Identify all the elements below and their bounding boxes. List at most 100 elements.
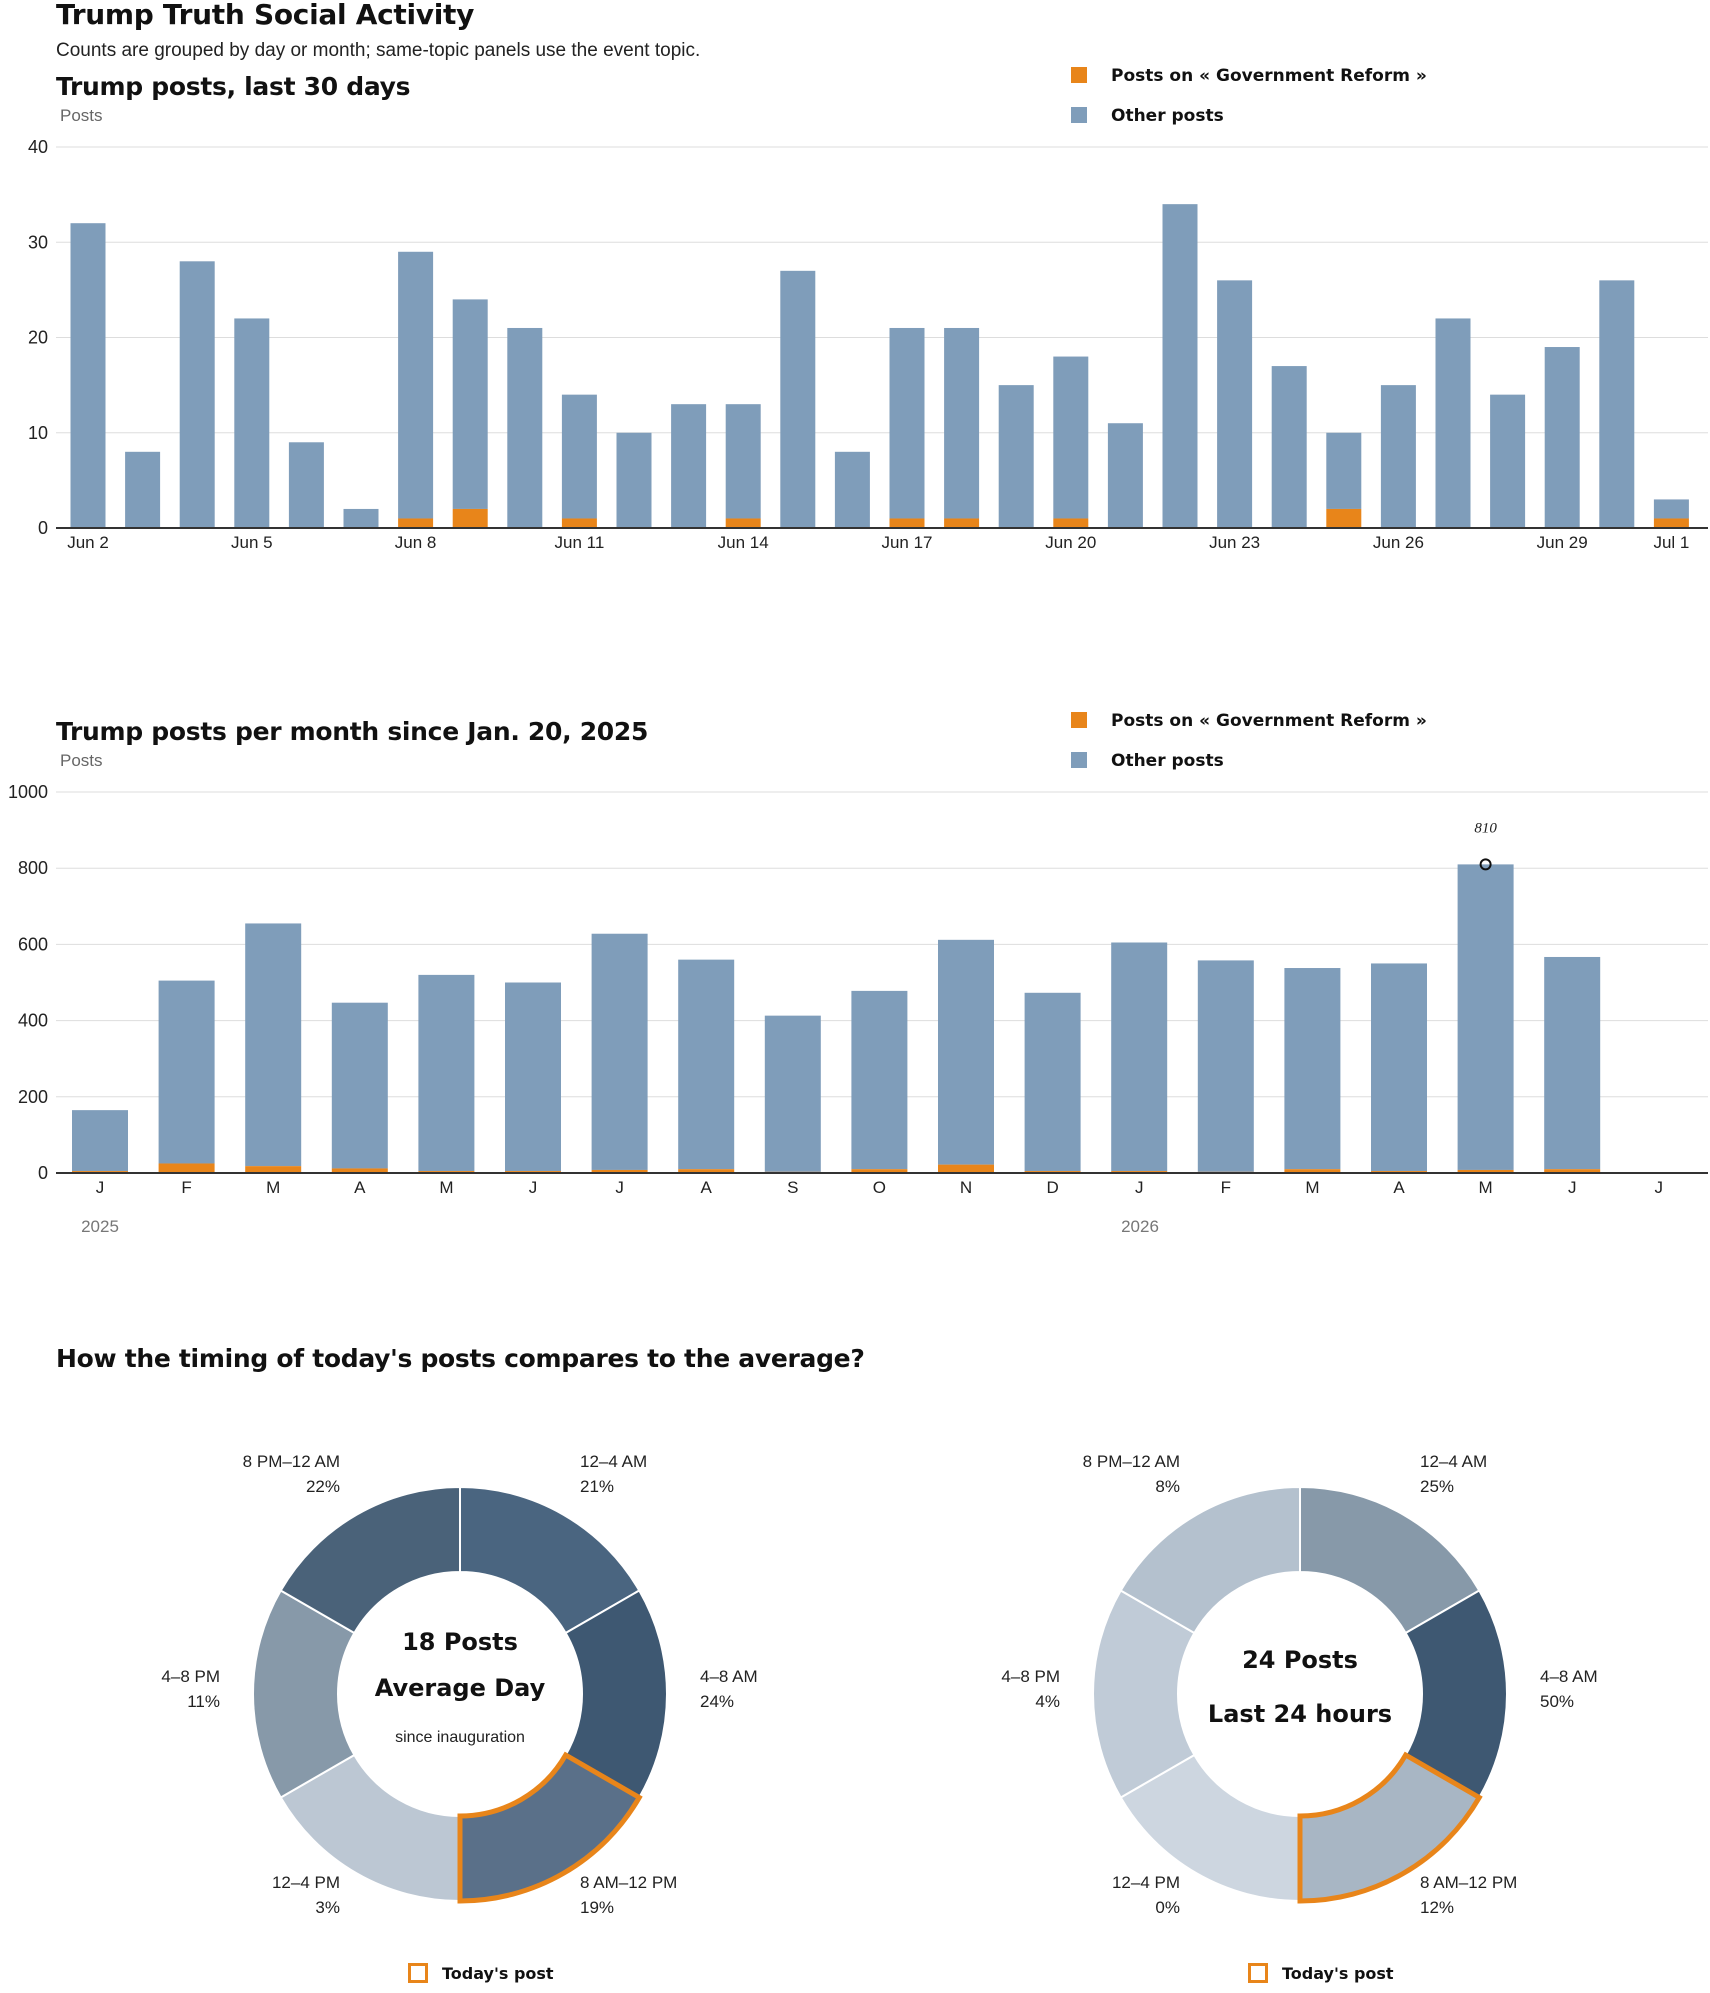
slice-value: 24%: [700, 1692, 734, 1711]
donut-slice: [564, 1589, 668, 1799]
chart2-ylabel: Posts: [60, 751, 103, 770]
bar-topic: [1326, 508, 1362, 528]
slice-label: 4–8 AM: [700, 1667, 758, 1686]
donut-center-note: since inauguration: [395, 1729, 525, 1746]
x-tick-label: M: [439, 1178, 453, 1197]
bar-topic: [938, 1164, 994, 1173]
bar-other: [671, 404, 707, 528]
bar-topic: [561, 518, 597, 528]
bar-other: [561, 394, 597, 519]
today-legend-label: Today's post: [1282, 1964, 1394, 1983]
today-highlight: [1297, 1751, 1483, 1904]
legend-swatch-topic: [1071, 712, 1087, 728]
chart2-plot: 0 200 400 600 800 1000 J F M A M J J A S O N D J F M A M J J 2025…: [8, 782, 1708, 1236]
x-tick-label: A: [354, 1178, 366, 1197]
y-tick-label: 400: [18, 1011, 48, 1031]
x-tick-label: F: [1221, 1178, 1231, 1197]
x-tick-label: S: [787, 1178, 798, 1197]
y-tick-label: 800: [18, 858, 48, 878]
bar-other: [234, 318, 270, 528]
slice-label: 12–4 PM: [272, 1873, 340, 1892]
bar-other: [1435, 318, 1471, 528]
slice-label: 12–4 AM: [580, 1452, 647, 1471]
today-highlight: [457, 1751, 643, 1904]
bar-other: [1107, 423, 1143, 528]
today-legend-right: Today's post: [1248, 1963, 1394, 1983]
bar-other: [944, 327, 980, 519]
today-legend-left: Today's post: [408, 1963, 554, 1983]
donut-slice: [1119, 1753, 1301, 1903]
x-tick-label: Jun 14: [718, 533, 769, 552]
bar-other: [1457, 864, 1514, 1170]
donut-center-subtitle: Average Day: [375, 1674, 546, 1702]
bar-other: [780, 270, 816, 528]
bar-other: [288, 442, 324, 528]
slice-value: 19%: [580, 1898, 614, 1917]
bar-other: [616, 432, 652, 528]
y-tick-label: 40: [28, 137, 48, 157]
x-tick-label: Jun 23: [1209, 533, 1260, 552]
legend-label-other: Other posts: [1111, 106, 1224, 126]
slice-label: 12–4 PM: [1112, 1873, 1180, 1892]
bar-topic: [1284, 1169, 1341, 1173]
bar-other: [245, 923, 302, 1167]
donut-slice: [1119, 1485, 1301, 1635]
bar-other: [1490, 394, 1526, 528]
bar-other: [1162, 204, 1198, 528]
bar-topic: [1653, 518, 1689, 528]
slice-label: 4–8 PM: [1001, 1667, 1060, 1686]
x-tick-label: Jun 29: [1537, 533, 1588, 552]
bar-other: [1217, 280, 1253, 528]
bar-other: [1380, 385, 1416, 528]
x-tick-label: Jun 8: [395, 533, 437, 552]
slice-label: 4–8 AM: [1540, 1667, 1598, 1686]
y-tick-label: 10: [28, 423, 48, 443]
bar-topic: [944, 518, 980, 528]
chart1-plot: 0 10 20 30 40 Jun 2 Jun 5 Jun 8 Jun 11 Jun 14 Jun …: [28, 137, 1708, 552]
chart1-title: Trump posts, last 30 days: [56, 72, 411, 101]
slice-label: 8 PM–12 AM: [1083, 1452, 1180, 1471]
bar-other: [678, 959, 735, 1170]
bar-topic: [452, 508, 488, 528]
bar-other: [70, 223, 106, 528]
y-tick-label: 600: [18, 934, 48, 954]
bar-other: [179, 261, 215, 528]
bar-other: [834, 451, 870, 528]
peak-annotation: 810: [1474, 820, 1497, 836]
x-tick-label: J: [615, 1178, 624, 1197]
y-tick-label: 200: [18, 1087, 48, 1107]
bar-topic: [851, 1169, 908, 1173]
legend-swatch-topic: [1071, 67, 1087, 83]
y-tick-label: 0: [38, 518, 48, 538]
x-tick-label: F: [181, 1178, 191, 1197]
y-tick-label: 1000: [8, 782, 48, 802]
bar-topic: [591, 1169, 648, 1173]
year-label: 2025: [81, 1217, 119, 1236]
legend-label-topic: Posts on « Government Reform »: [1111, 711, 1427, 731]
x-tick-label: M: [266, 1178, 280, 1197]
bar-other: [851, 990, 908, 1170]
donut-center-subtitle: Last 24 hours: [1208, 1700, 1392, 1728]
slice-label: 8 AM–12 PM: [1420, 1873, 1517, 1892]
bar-other: [1326, 432, 1362, 509]
bar-other: [591, 933, 648, 1170]
peak-marker: [1479, 858, 1492, 871]
chart2-legend-other: Other posts: [1071, 751, 1224, 771]
x-tick-label: Jun 5: [231, 533, 273, 552]
bar-other: [452, 299, 488, 509]
bar-topic: [158, 1163, 215, 1173]
bar-other: [938, 939, 994, 1165]
bar-other: [889, 327, 925, 519]
x-tick-label: J: [96, 1178, 105, 1197]
chart2-legend-topic: Posts on « Government Reform »: [1071, 711, 1427, 731]
section3-title: How the timing of today's posts compares…: [56, 1344, 865, 1373]
bar-other: [1197, 960, 1254, 1172]
today-legend-label: Today's post: [442, 1964, 554, 1983]
bar-other: [398, 251, 434, 519]
bar-other: [1371, 963, 1427, 1172]
slice-label: 12–4 AM: [1420, 1452, 1487, 1471]
bar-other: [158, 980, 215, 1164]
x-tick-label: N: [960, 1178, 972, 1197]
slice-label: 8 AM–12 PM: [580, 1873, 677, 1892]
